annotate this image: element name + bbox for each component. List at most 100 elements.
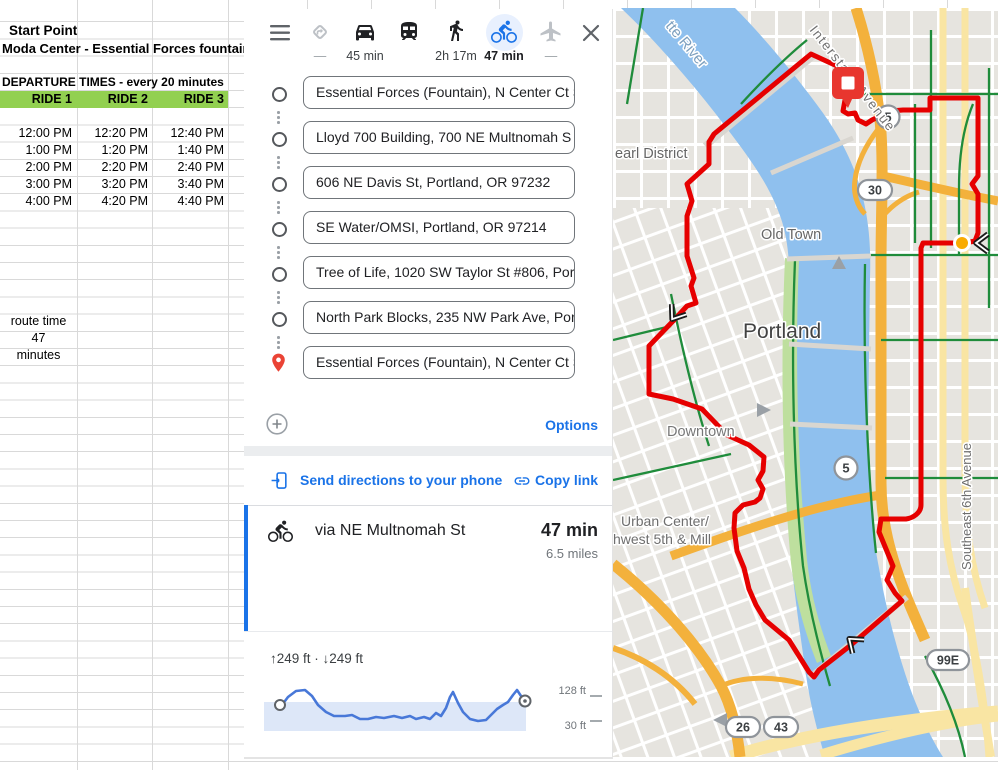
- route-waypoint-dot[interactable]: [953, 234, 971, 252]
- ride-header-row: RIDE 1 RIDE 2 RIDE 3: [0, 91, 228, 108]
- ride1-header: RIDE 1: [31, 92, 72, 106]
- flight-mode-icon[interactable]: [538, 19, 564, 45]
- waypoint-circle: [272, 222, 287, 237]
- shield-or30: 30: [868, 184, 882, 198]
- portland-label: Portland: [743, 320, 821, 343]
- copy-link-icon: [512, 472, 532, 490]
- elevation-line: [280, 688, 527, 723]
- time-cell: 1:00 PM: [25, 143, 72, 157]
- time-cell: 1:40 PM: [177, 143, 224, 157]
- urban-center-label-2: hwest 5th & Mill: [613, 531, 711, 547]
- urban-center-label-1: Urban Center/: [621, 513, 709, 529]
- destination-marker[interactable]: [832, 67, 864, 108]
- waypoint-input-4[interactable]: SE Water/OMSI, Portland, OR 97214: [303, 211, 575, 244]
- directions-panel: — 45 min 2h 17m 47 min — Essential Force…: [244, 9, 613, 759]
- time-cell: 2:20 PM: [101, 160, 148, 174]
- transit-mode-icon[interactable]: [396, 19, 422, 45]
- route-duration: 47 min: [540, 520, 598, 540]
- bike-mode-icon[interactable]: [491, 19, 517, 45]
- start-point-value: Moda Center - Essential Forces fountain: [2, 41, 251, 56]
- walk-mode-icon[interactable]: [443, 18, 469, 44]
- elevation-card: ↑249 ft · ↓249 ft 128 ft 30 ft: [244, 631, 612, 749]
- highway-shields: 5 30 5 99E 26 43: [724, 104, 971, 739]
- drive-mode-icon[interactable]: [352, 19, 378, 45]
- send-to-phone-icon: [270, 471, 289, 490]
- waypoint-dots: [277, 201, 280, 216]
- route-direction-arrows: [668, 231, 990, 655]
- willamette-river: [621, 8, 943, 757]
- flight-time: —: [544, 49, 558, 63]
- waypoint-input-7[interactable]: Essential Forces (Fountain), N Center Ct…: [303, 346, 575, 379]
- waypoint-input-6[interactable]: North Park Blocks, 235 NW Park Ave, Por: [303, 301, 575, 334]
- elevation-title: ↑249 ft · ↓249 ft: [270, 651, 364, 666]
- old-town-label: Old Town: [761, 227, 821, 243]
- shield-i5-north: 5: [884, 110, 891, 125]
- send-row: Send directions to your phone Copy link: [244, 456, 612, 506]
- elevation-max-label: 128 ft: [558, 685, 586, 697]
- waypoint-input-5[interactable]: Tree of Life, 1020 SW Taylor St #806, Po…: [303, 256, 575, 289]
- downtown-label: Downtown: [667, 424, 735, 440]
- route-time-unit: minutes: [16, 348, 61, 362]
- drive-time: 45 min: [346, 49, 384, 63]
- map-container[interactable]: 5 30 5 99E 26 43 tte River Interstate Av…: [613, 8, 998, 757]
- time-cell: 4:40 PM: [177, 194, 224, 208]
- bike-route-icon: [268, 519, 293, 544]
- ride3-header: RIDE 3: [183, 92, 224, 106]
- shield-or43: 43: [774, 721, 788, 735]
- destination-pin-icon: [269, 352, 288, 374]
- route-polyline: [646, 51, 981, 680]
- shield-i5-south: 5: [842, 461, 849, 476]
- add-destination-icon[interactable]: [266, 413, 288, 435]
- shield-or99e: 99E: [937, 654, 959, 668]
- elevation-chart: 128 ft 30 ft: [264, 685, 602, 732]
- selected-route-bar: [244, 505, 248, 631]
- send-directions-link[interactable]: Send directions to your phone: [300, 472, 503, 488]
- time-cell: 1:20 PM: [101, 143, 148, 157]
- bike-routes: [613, 8, 998, 757]
- waypoint-circle: [272, 267, 287, 282]
- waypoint-input-3[interactable]: 606 NE Davis St, Portland, OR 97232: [303, 166, 575, 199]
- time-cell: 4:20 PM: [101, 194, 148, 208]
- time-cell: 12:20 PM: [94, 126, 148, 140]
- best-route-mode-icon[interactable]: [307, 19, 333, 45]
- route-card[interactable]: via NE Multnomah St 47 min 6.5 miles: [244, 505, 612, 632]
- options-link[interactable]: Options: [545, 417, 598, 433]
- one-way-arrows: [713, 256, 846, 727]
- waterfront-park: [782, 258, 831, 663]
- waypoint-input-2[interactable]: Lloyd 700 Building, 700 NE Multnomah S: [303, 121, 575, 154]
- time-cell: 12:40 PM: [170, 126, 224, 140]
- route-time-value: 47: [31, 331, 46, 345]
- time-cell: 4:00 PM: [25, 194, 72, 208]
- elevation-start-marker: [274, 699, 286, 711]
- grid-top-strip: [244, 0, 998, 9]
- waypoint-circle: [272, 87, 287, 102]
- waypoint-input-1[interactable]: Essential Forces (Fountain), N Center Ct…: [303, 76, 575, 109]
- start-point-label: Start Point: [9, 23, 78, 38]
- shield-us26: 26: [736, 721, 750, 735]
- section-divider: [244, 446, 612, 456]
- time-cell: 3:40 PM: [177, 177, 224, 191]
- se-6th-avenue-label: Southeast 6th Avenue: [959, 443, 974, 570]
- best-route-time: —: [313, 49, 327, 63]
- waypoint-dots: [277, 111, 280, 126]
- route-time-label: route time: [10, 314, 67, 328]
- waypoint-dots: [277, 336, 280, 351]
- waypoint-dots: [277, 291, 280, 306]
- copy-link[interactable]: Copy link: [534, 472, 598, 488]
- ride2-header: RIDE 2: [107, 92, 148, 106]
- grid-column-line: [77, 0, 78, 770]
- travel-mode-bar: — 45 min 2h 17m 47 min —: [244, 9, 612, 71]
- map-canvas[interactable]: 5 30 5 99E 26 43 tte River Interstate Av…: [613, 8, 998, 757]
- time-cell: 2:00 PM: [25, 160, 72, 174]
- grid-column-line: [152, 0, 153, 770]
- menu-icon[interactable]: [267, 20, 293, 46]
- waypoint-dots: [277, 156, 280, 171]
- time-cell: 2:40 PM: [177, 160, 224, 174]
- waypoint-circle: [272, 177, 287, 192]
- grid-column-line: [228, 0, 229, 770]
- close-icon[interactable]: [578, 20, 604, 46]
- time-cell: 3:20 PM: [101, 177, 148, 191]
- waypoint-circle: [272, 132, 287, 147]
- pearl-district-label: earl District: [615, 146, 688, 162]
- departure-header: DEPARTURE TIMES - every 20 minutes: [2, 75, 224, 89]
